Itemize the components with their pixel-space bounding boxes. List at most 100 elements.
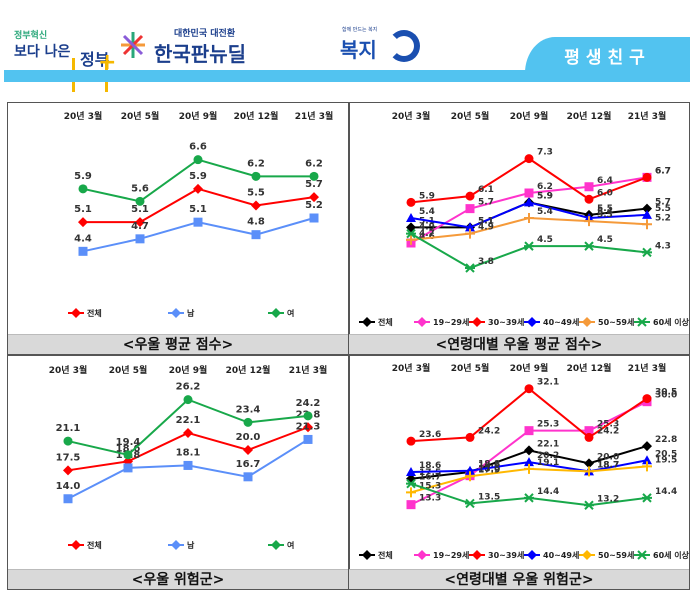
data-point-marker bbox=[193, 183, 203, 194]
data-point-marker bbox=[584, 241, 594, 251]
x-tick-label: 20년 5월 bbox=[121, 110, 159, 122]
data-label: 6.0 bbox=[597, 188, 613, 198]
data-point-marker bbox=[251, 230, 261, 240]
data-label: 18.6 bbox=[478, 461, 500, 471]
data-point-marker bbox=[524, 457, 534, 467]
data-point-marker bbox=[465, 465, 475, 475]
data-label: 19.4 bbox=[116, 437, 141, 448]
data-label: 13.2 bbox=[597, 494, 619, 504]
data-label: 4.5 bbox=[597, 235, 613, 245]
x-tick-label: 20년 5월 bbox=[451, 362, 489, 374]
data-label: 24.2 bbox=[597, 426, 619, 436]
legend-item: 전체 bbox=[68, 308, 102, 318]
data-label: 5.1 bbox=[189, 204, 207, 215]
x-tick-label: 20년 5월 bbox=[109, 364, 147, 376]
legend-marker bbox=[582, 317, 592, 327]
legend-item: 50~59세 bbox=[579, 550, 634, 560]
legend-item: 여 bbox=[268, 308, 294, 318]
data-label: 4.7 bbox=[419, 229, 435, 239]
data-point-marker bbox=[303, 411, 313, 421]
series-30~39세: 5.9 6.1 7.3 6.0 6.7 bbox=[406, 148, 671, 207]
logo-small-text: 정부혁신 bbox=[14, 31, 48, 41]
plus-icon: + bbox=[98, 50, 117, 75]
legend-marker bbox=[171, 308, 181, 318]
data-label: 15.3 bbox=[419, 481, 441, 491]
chart-svg: 20년 3월 20년 5월 20년 9월 20년 12월 21년 3월17.518.62… bbox=[359, 362, 689, 560]
data-point-marker bbox=[406, 478, 416, 489]
chart-depression-risk: 20년 3월 20년 5월 20년 9월 20년 12월 21년 3월 17.5 18.6 2… bbox=[8, 355, 348, 589]
data-point-marker bbox=[524, 241, 534, 251]
data-point-marker bbox=[524, 197, 534, 207]
data-point-marker bbox=[135, 217, 145, 228]
x-tick-label: 21년 3월 bbox=[628, 362, 666, 374]
data-label: 16.7 bbox=[236, 459, 261, 470]
x-tick-label: 20년 5월 bbox=[451, 110, 489, 122]
data-label: 14.0 bbox=[56, 481, 81, 492]
data-label: 4.8 bbox=[247, 217, 265, 228]
data-label: 5.7 bbox=[478, 198, 494, 208]
data-point-marker bbox=[524, 384, 534, 394]
data-point-marker bbox=[303, 422, 313, 433]
data-label: 4.7 bbox=[131, 221, 149, 232]
data-label: 4.4 bbox=[74, 233, 92, 244]
data-label: 18.6 bbox=[419, 461, 441, 471]
tab-label: 평생친구 bbox=[564, 48, 651, 68]
data-label: 6.4 bbox=[597, 176, 613, 186]
data-point-marker bbox=[642, 247, 652, 258]
legend-label: 60세 이상 bbox=[653, 550, 689, 560]
series-남: 4.4 4.7 5.1 4.8 5.2 bbox=[74, 200, 323, 256]
legend-label: 전체 bbox=[378, 317, 393, 327]
data-point-marker bbox=[406, 500, 416, 510]
data-point-marker bbox=[642, 203, 652, 214]
legend-item: 40~49세 bbox=[524, 317, 579, 327]
x-tick-label: 20년 9월 bbox=[510, 362, 548, 374]
data-label: 6.2 bbox=[537, 182, 553, 192]
legend-marker bbox=[71, 308, 81, 318]
legend: 전체 19~29세 30~39세 40~49세 50~59세 60세 이상 bbox=[359, 550, 689, 560]
legend-label: 50~59세 bbox=[598, 317, 634, 327]
legend-marker bbox=[527, 317, 537, 327]
header: 정부혁신 보다 나은 정부 + 대한민국 대전환 한국판뉴딜 함께 만드는 복지… bbox=[0, 0, 700, 92]
legend-marker bbox=[582, 550, 592, 560]
data-label: 18.7 bbox=[597, 460, 619, 470]
data-point-marker bbox=[465, 471, 475, 482]
x-tick-label: 20년 12월 bbox=[234, 110, 279, 122]
data-label: 17.9 bbox=[478, 465, 500, 475]
data-point-marker bbox=[465, 432, 475, 442]
data-label: 4.5 bbox=[537, 235, 553, 245]
legend-label: 19~29세 bbox=[433, 317, 469, 327]
data-point-marker bbox=[584, 182, 594, 192]
data-label: 24.2 bbox=[296, 398, 321, 409]
data-label: 5.1 bbox=[74, 204, 92, 215]
legend-marker bbox=[417, 317, 427, 327]
legend-marker bbox=[171, 540, 181, 550]
data-point-marker bbox=[584, 458, 594, 469]
bokji-main: 복지 bbox=[340, 38, 377, 62]
legend-item: 50~59세 bbox=[579, 317, 634, 327]
legend-label: 여 bbox=[287, 540, 294, 550]
series-40~49세: 18.6 18.820.218.720.5 bbox=[406, 449, 677, 476]
legend-marker bbox=[71, 540, 81, 550]
lifelong-friend-tab: 평생친구 bbox=[525, 37, 690, 73]
chart-grid: 20년 3월 20년 5월 20년 9월 20년 12월 21년 3월 5.1 5.1 5.9… bbox=[7, 102, 690, 590]
legend-marker bbox=[362, 317, 372, 327]
chart-svg: 20년 3월 20년 5월 20년 9월 20년 12월 21년 3월5.1 5.15.9… bbox=[64, 110, 333, 318]
chart-svg: 20년 3월 20년 5월 20년 9월 20년 12월 21년 3월17.518.62… bbox=[49, 364, 327, 550]
data-point-marker bbox=[78, 184, 88, 194]
data-point-marker bbox=[135, 196, 145, 206]
data-point-marker bbox=[251, 171, 261, 181]
legend-label: 40~49세 bbox=[543, 317, 579, 327]
data-label: 14.4 bbox=[655, 487, 677, 497]
legend: 전체 남 여 bbox=[68, 540, 294, 550]
data-label: 3.8 bbox=[478, 257, 494, 267]
data-point-marker bbox=[642, 394, 652, 404]
data-label: 22.8 bbox=[655, 435, 677, 445]
x-tick-label: 20년 12월 bbox=[567, 362, 612, 374]
data-label: 5.5 bbox=[655, 204, 671, 214]
legend-item: 30~39세 bbox=[469, 550, 524, 560]
data-point-marker bbox=[642, 219, 652, 230]
legend-label: 남 bbox=[187, 308, 195, 318]
data-label: 20.2 bbox=[537, 451, 559, 461]
data-label: 18.0 bbox=[478, 465, 500, 475]
legend-label: 19~29세 bbox=[433, 550, 469, 560]
